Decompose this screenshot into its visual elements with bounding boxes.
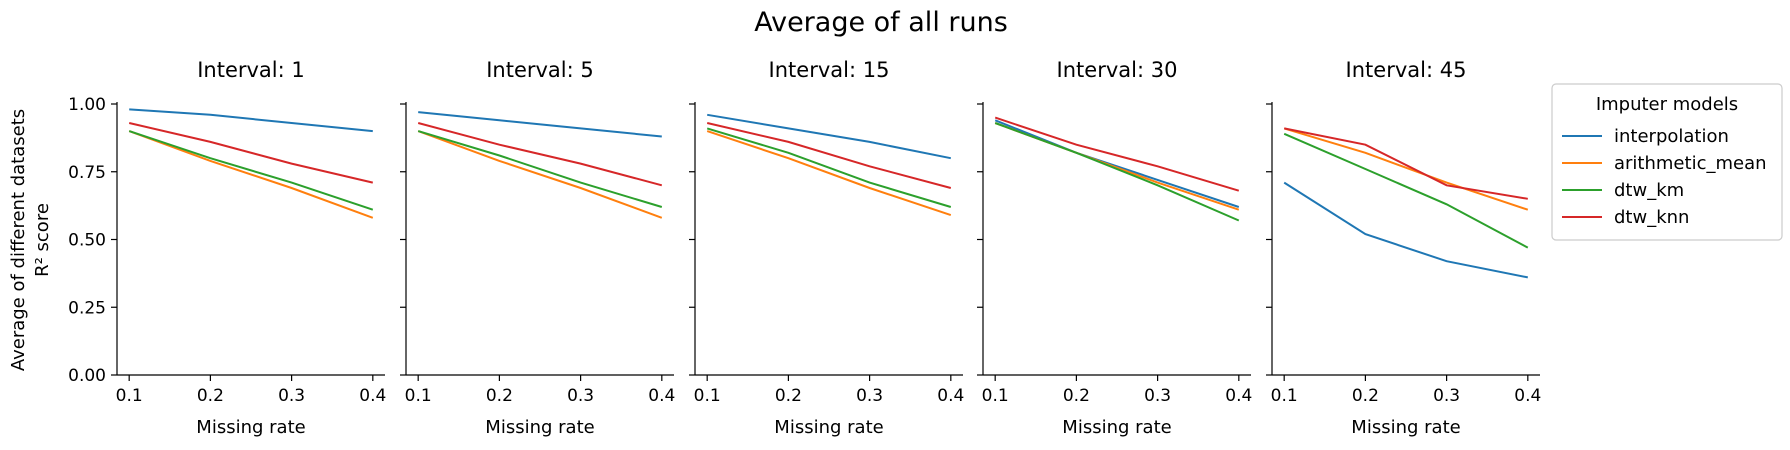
panel-title: Interval: 30 — [1057, 58, 1178, 82]
series-line-interpolation — [129, 108, 373, 133]
series-line-dtw_km — [994, 122, 1240, 222]
x-axis-label: Missing rate — [1351, 417, 1460, 438]
series-line-dtw_knn — [994, 116, 1240, 192]
legend-label-dtw_km: dtw_km — [1614, 180, 1684, 201]
series-line-dtw_knn — [1284, 127, 1528, 200]
x-tick-label: 0.4 — [648, 386, 675, 406]
series-line-interpolation — [707, 113, 951, 160]
x-tick-label: 0.1 — [982, 386, 1009, 406]
chart-panels: Interval: 1 0.00 0.25 0.50 0.75 1.00 0.1 0.2 0.3… — [68, 58, 1541, 438]
y-tick-label: 0.00 — [68, 366, 106, 386]
x-axis-label: Missing rate — [774, 417, 883, 438]
panel-title: Interval: 5 — [486, 58, 594, 82]
x-tick-label: 0.1 — [405, 386, 432, 406]
y-tick-label: 0.50 — [68, 231, 106, 251]
y-axis-label-line-2: R² score — [32, 203, 53, 277]
series-line-dtw_knn — [128, 122, 374, 184]
x-tick-label: 0.4 — [937, 386, 964, 406]
y-tick-label: 1.00 — [68, 95, 106, 115]
panel-title: Interval: 1 — [197, 58, 305, 82]
panel-3: Interval: 15 0.1 0.2 0.3 0.4 Missing rate — [689, 58, 964, 438]
x-axis-label: Missing rate — [196, 417, 305, 438]
x-tick-label: 0.2 — [1063, 386, 1090, 406]
legend-label-dtw_knn: dtw_knn — [1614, 207, 1689, 228]
x-tick-label: 0.2 — [775, 386, 802, 406]
x-tick-label: 0.1 — [694, 386, 721, 406]
x-tick-label: 0.3 — [567, 386, 594, 406]
series-line-dtw_knn — [417, 122, 663, 187]
series-line-dtw_km — [128, 130, 374, 211]
panel-title: Interval: 45 — [1346, 58, 1467, 82]
chart-title: Average of all runs — [754, 7, 1008, 38]
series-line-arithmetic_mean — [1283, 127, 1529, 211]
series-line-arithmetic_mean — [128, 130, 374, 219]
legend-label-arithmetic_mean: arithmetic_mean — [1614, 153, 1767, 174]
series-line-dtw_km — [1283, 132, 1529, 249]
panel-2: Interval: 5 0.1 0.2 0.3 0.4 Missing rate — [400, 58, 675, 438]
series-line-dtw_knn — [706, 122, 952, 189]
panel-1: Interval: 1 0.00 0.25 0.50 0.75 1.00 0.1 0.2 0.3… — [68, 58, 386, 438]
x-tick-label: 0.4 — [1225, 386, 1252, 406]
series-line-interpolation — [1283, 181, 1528, 279]
series-line-interpolation — [994, 119, 1240, 208]
y-tick-label: 0.25 — [68, 298, 106, 318]
series-line-arithmetic_mean — [706, 130, 952, 217]
x-tick-label: 0.2 — [197, 386, 224, 406]
panel-title: Interval: 15 — [769, 58, 890, 82]
legend: Imputer models interpolation arithmetic_me… — [1551, 83, 1783, 241]
series-line-interpolation — [418, 111, 662, 138]
x-tick-label: 0.3 — [278, 386, 305, 406]
x-axis-label: Missing rate — [1062, 417, 1171, 438]
y-axis-label-line-1: Average of different datasets — [8, 109, 29, 371]
series-line-dtw_km — [417, 130, 663, 208]
legend-box — [1551, 83, 1783, 241]
x-tick-label: 0.3 — [1144, 386, 1171, 406]
y-tick-label: 0.75 — [68, 163, 106, 183]
x-axis-label: Missing rate — [485, 417, 594, 438]
legend-title: Imputer models — [1596, 94, 1738, 115]
x-tick-label: 0.2 — [486, 386, 513, 406]
x-tick-label: 0.2 — [1352, 386, 1379, 406]
x-tick-label: 0.4 — [359, 386, 386, 406]
panel-4: Interval: 30 0.1 0.2 0.3 0.4 Missing rate — [977, 58, 1252, 438]
x-tick-label: 0.1 — [1271, 386, 1298, 406]
panel-5: Interval: 45 0.1 0.2 0.3 0.4 Missing rate — [1266, 58, 1541, 438]
legend-label-interpolation: interpolation — [1614, 126, 1729, 147]
series-line-arithmetic_mean — [417, 130, 663, 219]
x-tick-label: 0.3 — [856, 386, 883, 406]
series-line-dtw_km — [706, 127, 952, 208]
x-tick-label: 0.3 — [1433, 386, 1460, 406]
x-tick-label: 0.1 — [116, 386, 143, 406]
x-tick-label: 0.4 — [1514, 386, 1541, 406]
